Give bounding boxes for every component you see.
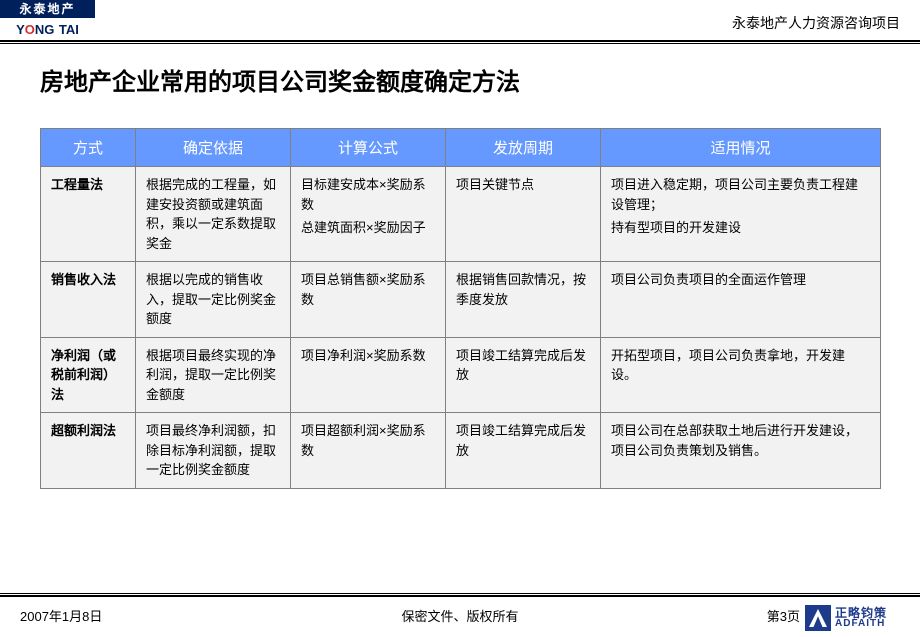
header-rule — [0, 40, 920, 42]
cell-method: 净利润（或税前利润）法 — [41, 337, 136, 413]
footer-rule — [0, 595, 920, 597]
cell-formula: 项目总销售额×奖励系数 — [291, 262, 446, 338]
cell-formula: 项目净利润×奖励系数 — [291, 337, 446, 413]
cell-formula: 项目超额利润×奖励系数 — [291, 413, 446, 489]
logo-yongtai: 永泰地产 YONG TAI — [0, 0, 95, 40]
footer-rule-thin — [0, 593, 920, 594]
cell-basis: 项目最终净利润额，扣除目标净利润额，提取一定比例奖金额度 — [136, 413, 291, 489]
header-rule-thin — [0, 43, 920, 44]
cell-method: 销售收入法 — [41, 262, 136, 338]
th-cycle: 发放周期 — [446, 129, 601, 167]
table-header-row: 方式 确定依据 计算公式 发放周期 适用情况 — [41, 129, 881, 167]
cell-cycle: 项目关键节点 — [446, 167, 601, 262]
header-subtitle: 永泰地产人力资源咨询项目 — [732, 13, 900, 33]
cell-basis: 根据以完成的销售收入，提取一定比例奖金额度 — [136, 262, 291, 338]
logo-en: YONG TAI — [0, 18, 95, 40]
adfaith-mark-icon — [805, 605, 831, 631]
th-method: 方式 — [41, 129, 136, 167]
cell-cycle: 根据销售回款情况，按季度发放 — [446, 262, 601, 338]
cell-cycle: 项目竣工结算完成后发放 — [446, 413, 601, 489]
logo-adfaith: 正略钧策 ADFAITH — [805, 601, 905, 635]
table-row: 工程量法 根据完成的工程量，如建安投资额或建筑面积，乘以一定系数提取奖金 目标建… — [41, 167, 881, 262]
slide: 永泰地产 YONG TAI 永泰地产人力资源咨询项目 房地产企业常用的项目公司奖… — [0, 0, 920, 637]
cell-scope: 项目公司负责项目的全面运作管理 — [601, 262, 881, 338]
th-basis: 确定依据 — [136, 129, 291, 167]
footer: 2007年1月8日 保密文件、版权所有 第3页 正略钧策 ADFAITH — [0, 599, 920, 637]
th-formula: 计算公式 — [291, 129, 446, 167]
cell-method: 工程量法 — [41, 167, 136, 262]
table-row: 净利润（或税前利润）法 根据项目最终实现的净利润，提取一定比例奖金额度 项目净利… — [41, 337, 881, 413]
page-title: 房地产企业常用的项目公司奖金额度确定方法 — [40, 62, 520, 97]
table-row: 销售收入法 根据以完成的销售收入，提取一定比例奖金额度 项目总销售额×奖励系数 … — [41, 262, 881, 338]
cell-formula: 目标建安成本×奖励系数 总建筑面积×奖励因子 — [291, 167, 446, 262]
table-row: 超额利润法 项目最终净利润额，扣除目标净利润额，提取一定比例奖金额度 项目超额利… — [41, 413, 881, 489]
cell-scope: 开拓型项目，项目公司负责拿地，开发建设。 — [601, 337, 881, 413]
logo-cn: 永泰地产 — [0, 0, 95, 18]
bonus-methods-table: 方式 确定依据 计算公式 发放周期 适用情况 工程量法 根据完成的工程量，如建安… — [40, 128, 880, 489]
cell-method: 超额利润法 — [41, 413, 136, 489]
header: 永泰地产 YONG TAI 永泰地产人力资源咨询项目 — [0, 0, 920, 40]
cell-basis: 根据完成的工程量，如建安投资额或建筑面积，乘以一定系数提取奖金 — [136, 167, 291, 262]
adfaith-en: ADFAITH — [835, 619, 887, 629]
th-scope: 适用情况 — [601, 129, 881, 167]
cell-cycle: 项目竣工结算完成后发放 — [446, 337, 601, 413]
cell-scope: 项目进入稳定期，项目公司主要负责工程建设管理； 持有型项目的开发建设 — [601, 167, 881, 262]
table: 方式 确定依据 计算公式 发放周期 适用情况 工程量法 根据完成的工程量，如建安… — [40, 128, 881, 489]
footer-page: 第3页 — [767, 606, 800, 625]
cell-basis: 根据项目最终实现的净利润，提取一定比例奖金额度 — [136, 337, 291, 413]
cell-scope: 项目公司在总部获取土地后进行开发建设，项目公司负责策划及销售。 — [601, 413, 881, 489]
